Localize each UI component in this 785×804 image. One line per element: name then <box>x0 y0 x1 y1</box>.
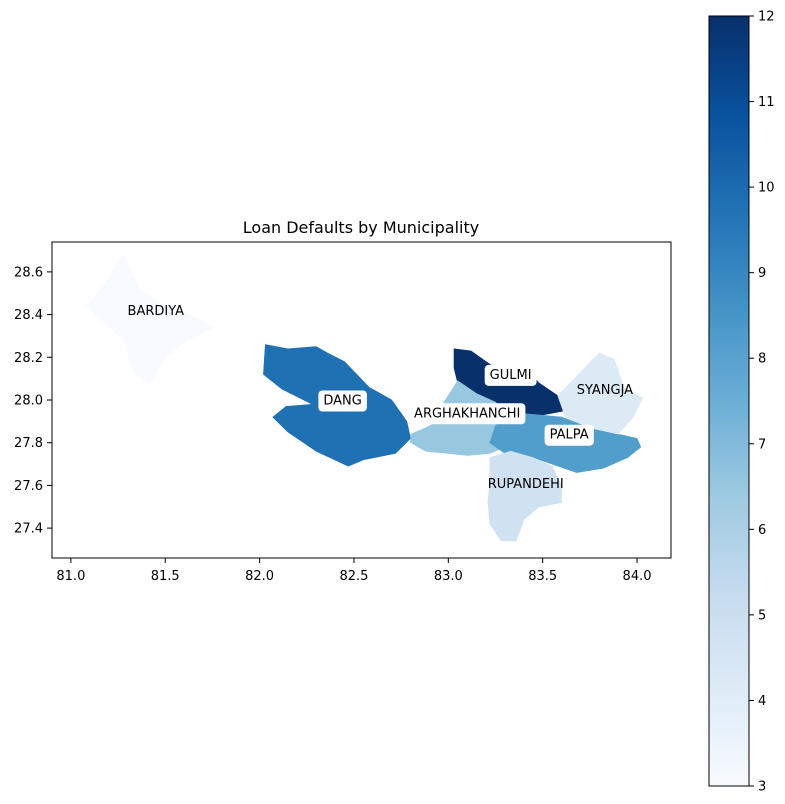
district-label-box <box>409 403 526 425</box>
district-bardiya <box>85 254 215 384</box>
district-label-rupandehi: RUPANDEHI <box>488 477 564 492</box>
district-label-dang: DANG <box>318 390 367 412</box>
colorbar-tick-label: 5 <box>758 608 766 623</box>
district-label-text: ARGHAKHANCHI <box>414 406 520 421</box>
district-label-text: PALPA <box>550 428 589 443</box>
x-tick-label: 81.5 <box>151 569 180 584</box>
y-axis-ticks: 27.4 27.6 27.8 28.0 28.2 28.4 28.6 <box>14 265 52 537</box>
district-label-box <box>544 424 594 446</box>
district-label-syangja: SYANGJA <box>577 383 633 398</box>
district-label-gulmi: GULMI <box>484 364 537 386</box>
x-axis-ticks: 81.0 81.5 82.0 82.5 83.0 83.5 84.0 <box>56 558 652 584</box>
colorbar-tick-label: 10 <box>758 181 775 196</box>
colorbar <box>708 15 750 787</box>
x-tick-label: 81.0 <box>56 569 85 584</box>
colorbar-tick-label: 7 <box>758 437 766 452</box>
y-tick-label: 28.2 <box>14 351 43 366</box>
district-label-arghakhanchi: ARGHAKHANCHI <box>409 403 526 425</box>
colorbar-tick-label: 12 <box>758 10 775 25</box>
district-label-text: DANG <box>323 394 361 409</box>
y-tick-label: 28.0 <box>14 394 43 409</box>
colorbar-tick-label: 8 <box>758 352 766 367</box>
district-label-box <box>484 364 537 386</box>
district-rupandehi <box>487 450 562 542</box>
district-label-text: RUPANDEHI <box>488 477 564 492</box>
x-tick-label: 84.0 <box>623 569 652 584</box>
district-syangja <box>557 352 644 435</box>
district-label-palpa: PALPA <box>544 424 594 446</box>
x-tick-label: 82.5 <box>339 569 368 584</box>
colorbar-tick-label: 4 <box>758 694 766 709</box>
y-tick-label: 27.8 <box>14 436 43 451</box>
chart-title: Loan Defaults by Municipality <box>243 218 479 237</box>
district-label-text: BARDIYA <box>128 304 185 319</box>
colorbar-tick-label: 6 <box>758 523 766 538</box>
district-label-bardiya: BARDIYA <box>128 304 185 319</box>
x-tick-label: 83.0 <box>434 569 463 584</box>
y-tick-label: 27.4 <box>14 522 43 537</box>
y-tick-label: 28.6 <box>14 265 43 280</box>
district-label-box <box>318 390 367 412</box>
colorbar-tick-label: 9 <box>758 266 766 281</box>
x-tick-label: 83.5 <box>528 569 557 584</box>
colorbar-ticks: 3 4 5 6 7 8 9 10 11 12 <box>749 10 775 795</box>
district-label-text: SYANGJA <box>577 383 633 398</box>
x-tick-label: 82.0 <box>245 569 274 584</box>
colorbar-tick-label: 11 <box>758 95 775 110</box>
district-labels: BARDIYA DANG GULMI ARGHAKHANCHI PALPA SYANGJA… <box>128 304 634 492</box>
y-tick-label: 27.6 <box>14 479 43 494</box>
y-tick-label: 28.4 <box>14 308 43 323</box>
colorbar-tick-label: 3 <box>758 780 766 795</box>
district-label-text: GULMI <box>490 368 532 383</box>
